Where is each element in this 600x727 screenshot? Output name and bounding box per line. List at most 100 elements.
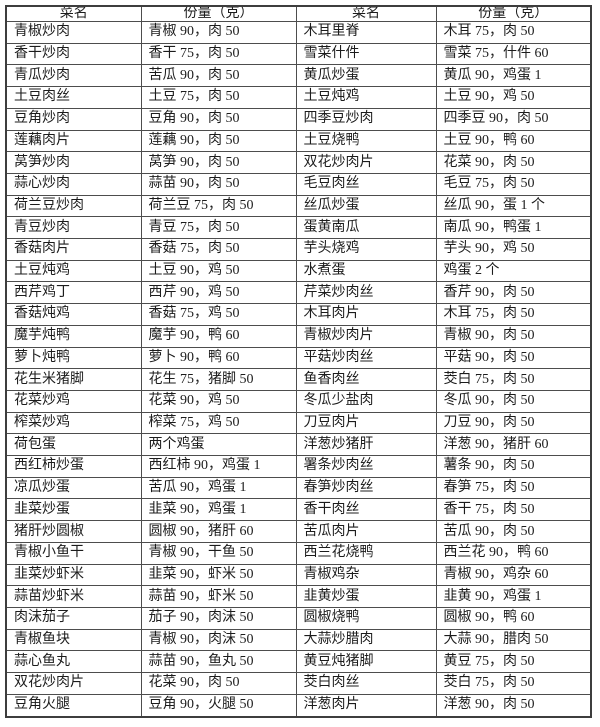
table-row: 青豆炒肉 青豆 75，肉 50 蛋黄南瓜 南瓜 90，鸭蛋 1 [5, 216, 592, 240]
table-row: 青椒鱼块 青椒 90，肉沫 50 大蒜炒腊肉 大蒜 90，腊肉 50 [5, 628, 592, 652]
dish-name-cell: 香菇炖鸡 [5, 303, 142, 326]
table-row: 韭菜炒蛋 韭菜 90，鸡蛋 1 香干肉丝 香干 75，肉 50 [5, 498, 592, 522]
portion-cell: 木耳 75，肉 50 [435, 21, 592, 44]
dish-name-cell: 署条炒肉丝 [295, 455, 437, 478]
dish-name-cell: 肉沫茄子 [5, 606, 142, 630]
dish-name-cell: 双花炒肉片 [5, 672, 142, 695]
portion-cell: 土豆 90，鸡 50 [140, 259, 297, 283]
portion-cell: 土豆 90，鸡 50 [435, 86, 592, 109]
table-row: 凉瓜炒蛋 苦瓜 90，鸡蛋 1 春笋炒肉丝 春笋 75，肉 50 [5, 476, 592, 500]
dish-name-cell: 芹菜炒肉丝 [295, 281, 437, 305]
dish-name-cell: 茭白肉丝 [295, 672, 437, 695]
dish-name-cell: 魔芋炖鸭 [5, 324, 142, 348]
dish-name-cell: 香干肉丝 [295, 498, 437, 522]
dish-name-cell: 韭黄炒蛋 [295, 585, 437, 608]
portion-cell: 花菜 90，肉 50 [435, 151, 592, 174]
portion-cell: 黄瓜 90，鸡蛋 1 [435, 64, 592, 88]
menu-portion-table: 菜名 份量（克） 菜名 份量（克） 青椒炒肉 青椒 90，肉 50 木耳里脊 木耳 7… [5, 5, 592, 718]
table-row: 韭菜炒虾米 韭菜 90，虾米 50 青椒鸡杂 青椒 90，鸡杂 60 [5, 563, 592, 587]
table-row: 豆角火腿 豆角 90，火腿 50 洋葱肉片 洋葱 90，肉 50 [5, 693, 592, 718]
portion-cell: 两个鸡蛋 [140, 433, 297, 457]
portion-cell: 青椒 90，干鱼 50 [140, 541, 297, 565]
table-row: 豆角炒肉 豆角 90，肉 50 四季豆炒肉 四季豆 90，肉 50 [5, 107, 592, 131]
table-row: 荷兰豆炒肉 荷兰豆 75，肉 50 丝瓜炒蛋 丝瓜 90，蛋 1 个 [5, 194, 592, 218]
dish-name-cell: 鱼香肉丝 [295, 368, 437, 391]
portion-cell: 韭黄 90，鸡蛋 1 [435, 585, 592, 608]
header-dish-name-left: 菜名 [5, 5, 142, 22]
table-row: 青椒小鱼干 青椒 90，干鱼 50 西兰花烧鸭 西兰花 90，鸭 60 [5, 541, 592, 565]
portion-cell: 香菇 75，鸡 50 [140, 303, 297, 326]
table-row: 魔芋炖鸭 魔芋 90，鸭 60 青椒炒肉片 青椒 90，肉 50 [5, 324, 592, 348]
portion-cell: 香干 75，肉 50 [140, 42, 297, 66]
dish-name-cell: 青瓜炒肉 [5, 64, 142, 88]
dish-name-cell: 土豆肉丝 [5, 86, 142, 109]
dish-name-cell: 青椒炒肉 [5, 21, 142, 44]
portion-cell: 豆角 90，火腿 50 [140, 693, 297, 718]
table-row: 香菇炖鸡 香菇 75，鸡 50 木耳肉片 木耳 75，肉 50 [5, 303, 592, 326]
portion-cell: 韭菜 90，鸡蛋 1 [140, 498, 297, 522]
dish-name-cell: 蒜心炒肉 [5, 172, 142, 196]
dish-name-cell: 芋头烧鸡 [295, 238, 437, 261]
dish-name-cell: 蛋黄南瓜 [295, 216, 437, 240]
portion-cell: 青椒 90，鸡杂 60 [435, 563, 592, 587]
dish-name-cell: 豆角炒肉 [5, 107, 142, 131]
dish-name-cell: 水煮蛋 [295, 259, 437, 283]
dish-name-cell: 西兰花烧鸭 [295, 541, 437, 565]
portion-cell: 丝瓜 90，蛋 1 个 [435, 194, 592, 218]
header-row: 菜名 份量（克） 菜名 份量（克） [5, 5, 592, 22]
portion-cell: 苦瓜 90，肉 50 [435, 520, 592, 543]
table-row: 榨菜炒鸡 榨菜 75，鸡 50 刀豆肉片 刀豆 90，肉 50 [5, 411, 592, 435]
table-row: 西芹鸡丁 西芹 90，鸡 50 芹菜炒肉丝 香芹 90，肉 50 [5, 281, 592, 305]
portion-cell: 圆椒 90，鸭 60 [435, 606, 592, 630]
portion-cell: 圆椒 90，猪肝 60 [140, 520, 297, 543]
table-row: 荷包蛋 两个鸡蛋 洋葱炒猪肝 洋葱 90，猪肝 60 [5, 433, 592, 457]
portion-cell: 芋头 90，鸡 50 [435, 238, 592, 261]
dish-name-cell: 青椒鱼块 [5, 628, 142, 652]
dish-name-cell: 土豆炖鸡 [295, 86, 437, 109]
dish-name-cell: 毛豆肉丝 [295, 172, 437, 196]
portion-cell: 苦瓜 90，肉 50 [140, 64, 297, 88]
dish-name-cell: 黄豆炖猪脚 [295, 650, 437, 674]
portion-cell: 蒜苗 90，肉 50 [140, 172, 297, 196]
dish-name-cell: 春笋炒肉丝 [295, 476, 437, 500]
portion-cell: 蒜苗 90，鱼丸 50 [140, 650, 297, 674]
portion-cell: 西芹 90，鸡 50 [140, 281, 297, 305]
dish-name-cell: 青椒小鱼干 [5, 541, 142, 565]
dish-name-cell: 双花炒肉片 [295, 151, 437, 174]
dish-name-cell: 西红柿炒蛋 [5, 455, 142, 478]
dish-name-cell: 圆椒烧鸭 [295, 606, 437, 630]
portion-cell: 荷兰豆 75，肉 50 [140, 194, 297, 218]
dish-name-cell: 香干炒肉 [5, 42, 142, 66]
dish-name-cell: 豆角火腿 [5, 693, 142, 718]
dish-name-cell: 荷兰豆炒肉 [5, 194, 142, 218]
portion-cell: 韭菜 90，虾米 50 [140, 563, 297, 587]
table-row: 西红柿炒蛋 西红柿 90，鸡蛋 1 署条炒肉丝 薯条 90，肉 50 [5, 455, 592, 478]
dish-name-cell: 凉瓜炒蛋 [5, 476, 142, 500]
dish-name-cell: 萝卜炖鸭 [5, 346, 142, 370]
header-portion-left: 份量（克） [140, 5, 297, 22]
table-row: 蒜苗炒虾米 蒜苗 90，虾米 50 韭黄炒蛋 韭黄 90，鸡蛋 1 [5, 585, 592, 608]
dish-name-cell: 土豆炖鸡 [5, 259, 142, 283]
portion-cell: 香芹 90，肉 50 [435, 281, 592, 305]
dish-name-cell: 韭菜炒虾米 [5, 563, 142, 587]
dish-name-cell: 丝瓜炒蛋 [295, 194, 437, 218]
dish-name-cell: 香菇肉片 [5, 238, 142, 261]
portion-cell: 魔芋 90，鸭 60 [140, 324, 297, 348]
dish-name-cell: 榨菜炒鸡 [5, 411, 142, 435]
table-row: 莴笋炒肉 莴笋 90，肉 50 双花炒肉片 花菜 90，肉 50 [5, 151, 592, 174]
table-row: 香菇肉片 香菇 75，肉 50 芋头烧鸡 芋头 90，鸡 50 [5, 238, 592, 261]
portion-cell: 苦瓜 90，鸡蛋 1 [140, 476, 297, 500]
table-row: 青椒炒肉 青椒 90，肉 50 木耳里脊 木耳 75，肉 50 [5, 21, 592, 44]
dish-name-cell: 木耳肉片 [295, 303, 437, 326]
portion-cell: 南瓜 90，鸭蛋 1 [435, 216, 592, 240]
dish-name-cell: 洋葱肉片 [295, 693, 437, 718]
portion-cell: 茄子 90，肉沫 50 [140, 606, 297, 630]
dish-name-cell: 青椒鸡杂 [295, 563, 437, 587]
table-row: 双花炒肉片 花菜 90，肉 50 茭白肉丝 茭白 75，肉 50 [5, 672, 592, 695]
dish-name-cell: 土豆烧鸭 [295, 129, 437, 153]
dish-name-cell: 四季豆炒肉 [295, 107, 437, 131]
portion-cell: 黄豆 75，肉 50 [435, 650, 592, 674]
portion-cell: 土豆 90，鸭 60 [435, 129, 592, 153]
portion-cell: 花生 75，猪脚 50 [140, 368, 297, 391]
